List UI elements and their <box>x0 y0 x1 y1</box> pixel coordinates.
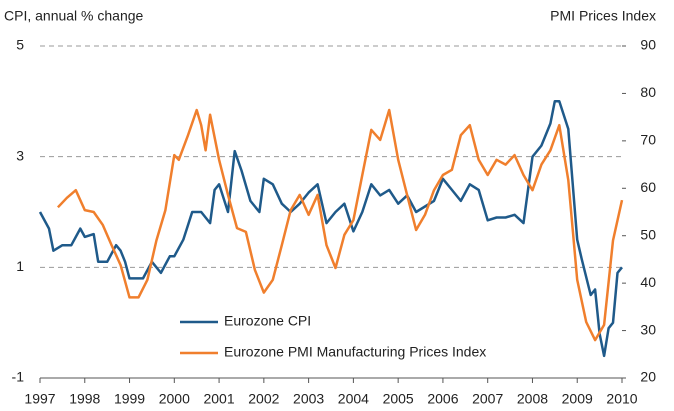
legend-label: Eurozone CPI <box>224 313 311 329</box>
x-tick-label: 2008 <box>517 391 548 407</box>
y2-tick-label: 90 <box>640 37 656 53</box>
x-tick-label: 2005 <box>383 391 414 407</box>
legend-label: Eurozone PMI Manufacturing Prices Index <box>224 344 486 360</box>
y-tick-label: 5 <box>16 37 24 53</box>
y2-tick-label: 80 <box>640 84 656 100</box>
x-tick-label: 2006 <box>427 391 458 407</box>
y2-tick-label: 50 <box>640 226 656 242</box>
x-tick-label: 1998 <box>69 391 100 407</box>
x-tick-label: 1999 <box>114 391 145 407</box>
x-tick-label: 1997 <box>24 391 55 407</box>
x-tick-label: 2001 <box>203 391 234 407</box>
x-tick-label: 2004 <box>338 391 369 407</box>
y-axis-label: CPI, annual % change <box>4 8 144 24</box>
y2-axis-label: PMI Prices Index <box>550 8 656 24</box>
y2-tick-label: 20 <box>640 369 656 385</box>
x-tick-label: 2002 <box>248 391 279 407</box>
y2-tick-label: 60 <box>640 179 656 195</box>
x-tick-label: 2000 <box>159 391 190 407</box>
series-line <box>56 108 624 342</box>
x-tick-label: 2007 <box>472 391 503 407</box>
y-tick-label: -1 <box>12 369 25 385</box>
y2-tick-label: 30 <box>640 321 656 337</box>
y2-tick-label: 70 <box>640 132 656 148</box>
x-tick-label: 2009 <box>562 391 593 407</box>
y-tick-label: 3 <box>16 147 24 163</box>
y-tick-label: 1 <box>16 258 24 274</box>
x-tick-label: 2010 <box>606 391 637 407</box>
x-tick-label: 2003 <box>293 391 324 407</box>
series-line <box>38 100 623 358</box>
y2-tick-label: 40 <box>640 274 656 290</box>
